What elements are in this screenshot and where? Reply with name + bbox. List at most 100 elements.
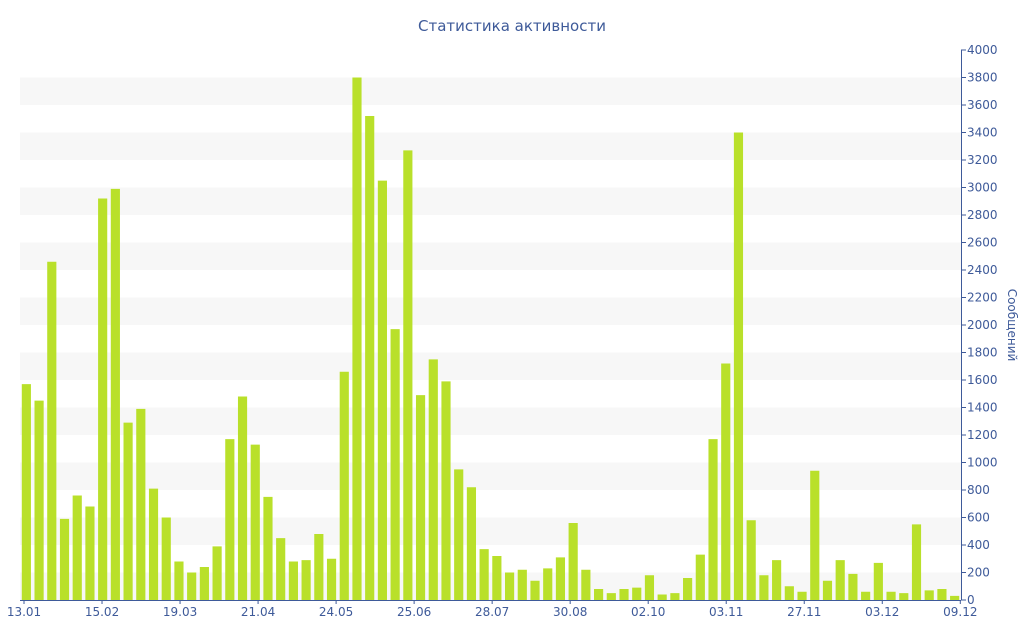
bar [85,506,95,600]
bar [136,408,146,601]
bar [848,573,858,601]
bar [492,556,502,600]
x-tick-label: 03.11 [709,605,743,619]
bar [873,562,883,601]
bars-group [21,77,960,601]
bar [187,572,197,600]
bar [148,488,159,601]
y-tick-label: 2600 [967,236,998,250]
bar [555,557,566,601]
chart-title: Статистика активности [418,17,606,35]
axes-group: 0 200 400 600 800 1000 1200 1400 1600 1800 2000 220… [7,43,998,619]
grid-band [20,407,961,435]
grid-band [20,187,961,215]
y-tick-label: 1400 [967,401,998,415]
bar [861,591,871,600]
bar [98,198,108,600]
y-tick-label: 2800 [967,208,998,222]
y-tick-label: 3400 [967,126,998,140]
bar [199,567,209,600]
bar [632,587,642,601]
grid-band [20,517,961,545]
y-tick-label: 1800 [967,346,998,360]
y-tick-label: 3800 [967,71,998,85]
bar [301,560,311,601]
bar [746,520,756,600]
grid-band [20,352,961,380]
grid-bands [20,77,961,600]
grid-band [20,572,961,600]
bar [797,591,807,600]
x-tick-label: 13.01 [7,605,41,619]
y-axis-label: Сообщений [1005,289,1019,362]
bar [339,371,349,600]
y-tick-label: 0 [967,593,975,607]
x-tick-label: 24.05 [319,605,353,619]
bar [759,575,769,600]
y-tick-label: 2200 [967,291,998,305]
y-tick-label: 1600 [967,373,998,387]
bar [772,560,782,601]
y-tick-label: 800 [967,483,990,497]
bar [72,495,82,600]
bar [822,580,833,600]
bar [250,444,260,601]
bar [21,384,31,601]
bar [123,422,133,601]
y-tick-label: 4000 [967,43,998,57]
bar [505,572,515,600]
x-tick-label: 27.11 [787,605,821,619]
x-tick-label: 28.07 [475,605,509,619]
bar [479,549,489,601]
bar [683,578,693,600]
x-tick-label: 30.08 [553,605,587,619]
bar [110,188,120,600]
bar [708,439,718,601]
x-tick-label: 09.12 [943,605,977,619]
bar [466,487,477,600]
y-tick-label: 1000 [967,456,998,470]
bar [695,554,705,601]
bar [721,363,731,600]
bar [326,558,337,600]
bar [263,496,273,601]
bar [606,593,616,601]
bar [644,575,655,600]
y-tick-label: 3200 [967,153,998,167]
bar [288,561,298,600]
bar [733,132,744,600]
bar [34,400,44,601]
bar [428,359,438,601]
y-tick-label: 600 [967,511,990,525]
bar [784,586,794,600]
bar [530,580,540,600]
bar [619,589,629,600]
bar [225,439,235,601]
bar [594,589,604,600]
grid-band [20,242,961,270]
bar [937,589,947,600]
y-tick-label: 2400 [967,263,998,277]
bar [212,546,222,601]
bar [390,329,400,601]
bar [161,517,171,600]
grid-band [20,462,961,490]
grid-band [20,77,961,105]
x-tick-label: 15.02 [85,605,119,619]
bar [886,591,896,600]
bar [568,523,578,600]
x-tick-label: 21.04 [241,605,275,619]
bar [454,469,464,601]
x-tick-label: 02.10 [631,605,665,619]
y-tick-label: 3000 [967,181,998,195]
bar [911,524,922,601]
bar [810,470,820,600]
bar [543,568,553,601]
y-tick-label: 200 [967,566,990,580]
y-tick-label: 400 [967,538,990,552]
bar [47,261,57,600]
x-tick-label: 25.06 [397,605,431,619]
bar [237,396,248,600]
